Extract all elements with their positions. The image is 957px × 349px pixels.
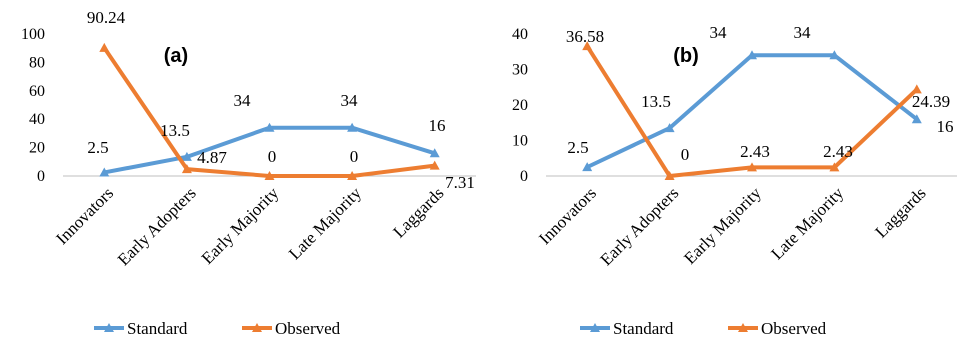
data-point-observed xyxy=(429,160,440,170)
data-label-standard: 34 xyxy=(234,91,252,110)
data-point-observed xyxy=(911,84,922,94)
data-label-observed: 90.24 xyxy=(87,8,126,27)
y-tick-label: 20 xyxy=(29,140,45,157)
x-category-label: Late Majority xyxy=(767,183,847,263)
x-category-label: Innovators xyxy=(535,183,600,248)
data-label-standard: 13.5 xyxy=(160,121,190,140)
data-point-standard xyxy=(99,167,110,177)
x-category-label: Early Adopters xyxy=(114,183,200,269)
x-category-label: Early Majority xyxy=(198,183,283,268)
data-label-standard: 13.5 xyxy=(641,92,671,111)
data-point-observed xyxy=(664,171,675,180)
x-category-label: Late Majority xyxy=(285,183,365,263)
data-label-standard: 2.5 xyxy=(567,138,588,157)
y-tick-label: 0 xyxy=(37,168,45,185)
legend-marker-standard xyxy=(590,323,600,332)
data-label-standard: 34 xyxy=(794,23,812,42)
data-label-observed: 0 xyxy=(681,145,690,164)
legend-label-standard: Standard xyxy=(127,319,188,338)
y-tick-label: 20 xyxy=(512,97,528,114)
data-label-observed: 2.43 xyxy=(740,142,770,161)
data-label-observed: 0 xyxy=(268,147,277,166)
x-category-label: Laggards xyxy=(871,183,929,241)
data-point-standard xyxy=(829,50,840,60)
data-point-observed xyxy=(181,164,192,174)
data-point-observed xyxy=(582,41,593,51)
legend-label-observed: Observed xyxy=(275,319,341,338)
data-point-standard xyxy=(347,122,358,132)
data-label-observed: 0 xyxy=(350,147,359,166)
legend-marker-standard xyxy=(104,323,114,332)
data-point-observed xyxy=(99,42,110,52)
data-point-standard xyxy=(664,123,675,133)
data-label-standard: 16 xyxy=(937,117,954,136)
data-point-standard xyxy=(747,50,757,60)
data-point-observed xyxy=(347,171,358,180)
data-point-standard xyxy=(264,122,275,132)
data-point-standard xyxy=(582,162,593,172)
data-point-standard xyxy=(181,151,192,161)
data-point-observed xyxy=(829,162,840,172)
y-tick-label: 100 xyxy=(21,26,45,43)
y-tick-label: 10 xyxy=(512,133,528,150)
legend-label-observed: Observed xyxy=(761,319,827,338)
y-tick-label: 30 xyxy=(512,62,528,79)
x-category-label: Early Adopters xyxy=(597,183,683,269)
data-label-observed: 4.87 xyxy=(197,148,227,167)
panel-title: (a) xyxy=(164,45,188,67)
data-label-observed: 24.39 xyxy=(912,92,950,111)
data-label-observed: 36.58 xyxy=(566,27,604,46)
data-label-standard: 16 xyxy=(429,116,446,135)
panel-title: (b) xyxy=(673,45,699,67)
data-point-observed xyxy=(747,162,757,172)
data-label-standard: 2.5 xyxy=(87,138,108,157)
x-category-label: Early Majority xyxy=(680,183,765,268)
y-tick-label: 0 xyxy=(520,168,528,185)
y-tick-label: 60 xyxy=(29,83,45,100)
data-label-standard: 34 xyxy=(341,91,359,110)
data-point-standard xyxy=(911,114,922,124)
legend-label-standard: Standard xyxy=(613,319,674,338)
data-point-observed xyxy=(264,171,275,180)
legend-marker-observed xyxy=(738,323,748,332)
data-point-standard xyxy=(429,148,440,158)
x-category-label: Laggards xyxy=(389,183,447,241)
data-label-standard: 34 xyxy=(710,23,728,42)
y-tick-label: 40 xyxy=(29,111,45,128)
y-tick-label: 40 xyxy=(512,26,528,43)
data-label-observed: 7.31 xyxy=(445,173,475,192)
x-category-label: Innovators xyxy=(52,183,117,248)
data-label-observed: 2.43 xyxy=(823,142,853,161)
legend-marker-observed xyxy=(252,323,262,332)
y-tick-label: 80 xyxy=(29,54,45,71)
